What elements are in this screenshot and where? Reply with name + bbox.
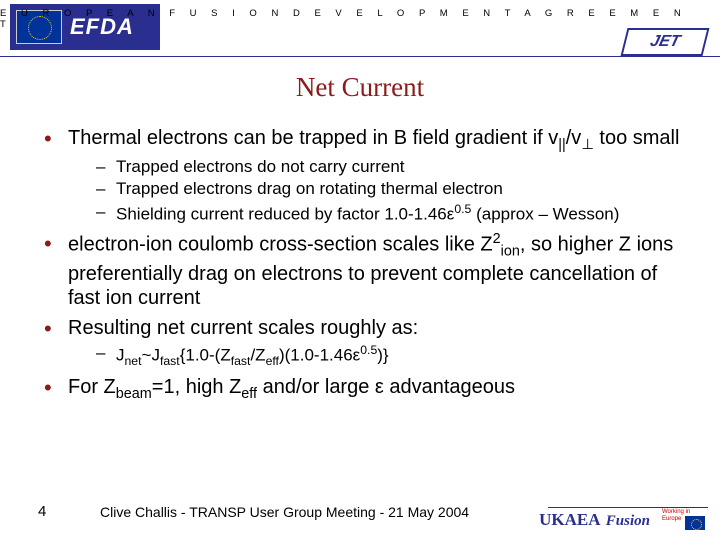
b1-text-mid: /v xyxy=(566,127,582,149)
slide: EFDA E U R O P E A N F U S I O N D E V E… xyxy=(0,0,720,540)
b3s-mid3: /Z xyxy=(250,345,265,364)
ukaea-divider xyxy=(548,507,708,508)
b3s-mid2: {1.0-(Z xyxy=(180,345,231,364)
bullet-3: Resulting net current scales roughly as:… xyxy=(44,316,690,368)
b1c-sup: 0.5 xyxy=(454,202,471,216)
b4-pre: For Z xyxy=(68,376,116,398)
b4-post: and/or large ε advantageous xyxy=(257,376,515,398)
jet-logo: JET xyxy=(621,28,710,56)
bullet-4: For Zbeam=1, high Zeff and/or large ε ad… xyxy=(44,375,690,404)
b4-s1: beam xyxy=(116,386,152,402)
eu-mini-flag-icon xyxy=(685,516,705,530)
b1-text-post: too small xyxy=(594,127,680,149)
bullet-1: Thermal electrons can be trapped in B fi… xyxy=(44,126,690,225)
slide-body: Thermal electrons can be trapped in B fi… xyxy=(44,120,690,403)
b1-sub2: ⊥ xyxy=(581,137,594,153)
fusion-text: Fusion xyxy=(606,513,650,529)
ukaea-logo: UKAEA Fusion xyxy=(539,510,650,530)
header-tagline: E U R O P E A N F U S I O N D E V E L O … xyxy=(0,8,706,30)
b3s-mid1: ~J xyxy=(142,345,160,364)
slide-title: Net Current xyxy=(0,72,720,103)
b3s-s1: net xyxy=(125,354,142,368)
b1c-post: (approx – Wesson) xyxy=(471,205,619,224)
b2-sub: ion xyxy=(501,244,520,260)
b4-s2: eff xyxy=(241,386,257,402)
b3s-sup: 0.5 xyxy=(360,343,377,357)
b1-sub-c: Shielding current reduced by factor 1.0-… xyxy=(96,202,690,225)
b2-sup: 2 xyxy=(493,231,501,247)
bullet-3-sublist: Jnet~Jfast{1.0-(Zfast/Zeff)(1.0-1.46ε0.5… xyxy=(68,343,690,369)
b1-sub1: || xyxy=(558,137,565,153)
b1-text-pre: Thermal electrons can be trapped in B fi… xyxy=(68,127,558,149)
b3s-s2: fast xyxy=(160,354,180,368)
b4-mid1: =1, high Z xyxy=(152,376,242,398)
b1c-pre: Shielding current reduced by factor 1.0-… xyxy=(116,205,454,224)
page-number: 4 xyxy=(38,503,46,520)
b2-pre: electron-ion coulomb cross-section scale… xyxy=(68,234,493,256)
bullet-2: electron-ion coulomb cross-section scale… xyxy=(44,231,690,310)
b3s-s3: fast xyxy=(231,354,251,368)
b1-sub-a: Trapped electrons do not carry current xyxy=(96,157,690,178)
b3s-s4: eff xyxy=(266,354,279,368)
b1-sub-b: Trapped electrons drag on rotating therm… xyxy=(96,179,690,200)
bullet-1-sublist: Trapped electrons do not carry current T… xyxy=(68,157,690,226)
eu-mini-block: Working in Europe xyxy=(662,509,708,530)
bullet-list: Thermal electrons can be trapped in B fi… xyxy=(44,126,690,403)
ukaea-text: UKAEA xyxy=(539,510,599,529)
b3-text: Resulting net current scales roughly as: xyxy=(68,317,418,339)
jet-label: JET xyxy=(648,33,682,51)
header-divider xyxy=(0,56,720,57)
header: EFDA E U R O P E A N F U S I O N D E V E… xyxy=(0,0,720,58)
b3s-pre: J xyxy=(116,345,125,364)
b3s-mid4: )(1.0-1.46ε xyxy=(279,345,360,364)
b3-sub: Jnet~Jfast{1.0-(Zfast/Zeff)(1.0-1.46ε0.5… xyxy=(96,343,690,369)
b3s-post: )} xyxy=(377,345,388,364)
footer-text: Clive Challis - TRANSP User Group Meetin… xyxy=(100,504,469,520)
footer: 4 Clive Challis - TRANSP User Group Meet… xyxy=(0,488,720,540)
